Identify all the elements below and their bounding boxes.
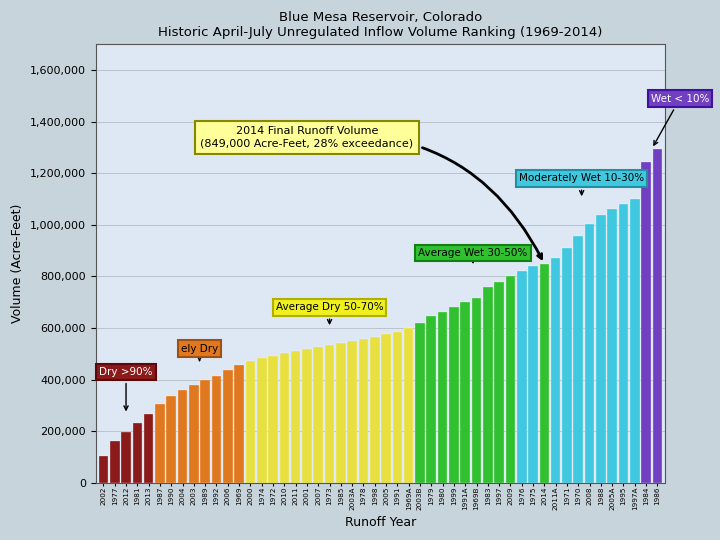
Bar bbox=[539, 264, 549, 483]
Text: Average Wet 30-50%: Average Wet 30-50% bbox=[418, 248, 528, 262]
Bar bbox=[121, 433, 131, 483]
Bar bbox=[313, 347, 323, 483]
Bar bbox=[189, 384, 199, 483]
Bar bbox=[483, 287, 492, 483]
Bar bbox=[449, 307, 459, 483]
Bar bbox=[178, 390, 187, 483]
Bar bbox=[234, 364, 244, 483]
Bar bbox=[302, 349, 312, 483]
Bar bbox=[257, 358, 266, 483]
Bar bbox=[359, 339, 368, 483]
Bar bbox=[370, 337, 379, 483]
Bar bbox=[630, 199, 639, 483]
Title: Blue Mesa Reservoir, Colorado
Historic April-July Unregulated Inflow Volume Rank: Blue Mesa Reservoir, Colorado Historic A… bbox=[158, 11, 603, 39]
Bar bbox=[460, 302, 470, 483]
Text: ely Dry: ely Dry bbox=[181, 343, 218, 361]
Bar bbox=[246, 361, 255, 483]
Bar bbox=[517, 271, 526, 483]
Bar bbox=[528, 266, 538, 483]
Bar bbox=[212, 376, 221, 483]
Bar bbox=[472, 298, 481, 483]
Bar bbox=[223, 370, 233, 483]
Bar bbox=[325, 345, 334, 483]
Bar bbox=[551, 259, 560, 483]
Bar bbox=[618, 204, 629, 483]
Bar bbox=[505, 276, 516, 483]
Bar bbox=[166, 396, 176, 483]
Bar bbox=[291, 351, 300, 483]
X-axis label: Runoff Year: Runoff Year bbox=[345, 516, 416, 529]
Bar bbox=[415, 323, 425, 483]
Bar bbox=[608, 210, 617, 483]
Bar bbox=[585, 224, 595, 483]
Bar bbox=[495, 282, 504, 483]
Bar bbox=[200, 380, 210, 483]
Bar bbox=[573, 237, 583, 483]
Text: Moderately Wet 10-30%: Moderately Wet 10-30% bbox=[519, 173, 644, 195]
Bar bbox=[99, 456, 108, 483]
Bar bbox=[562, 248, 572, 483]
Bar bbox=[652, 149, 662, 483]
Bar bbox=[426, 316, 436, 483]
Text: 2014 Final Runoff Volume
(849,000 Acre-Feet, 28% exceedance): 2014 Final Runoff Volume (849,000 Acre-F… bbox=[200, 126, 541, 259]
Bar bbox=[438, 312, 447, 483]
Bar bbox=[336, 343, 346, 483]
Y-axis label: Volume (Acre-Feet): Volume (Acre-Feet) bbox=[11, 204, 24, 323]
Bar bbox=[596, 214, 606, 483]
Bar bbox=[269, 356, 278, 483]
Bar bbox=[155, 404, 165, 483]
Text: Wet < 10%: Wet < 10% bbox=[651, 93, 709, 145]
Bar bbox=[404, 328, 413, 483]
Bar bbox=[642, 162, 651, 483]
Bar bbox=[144, 414, 153, 483]
Text: Average Dry 50-70%: Average Dry 50-70% bbox=[276, 302, 383, 323]
Bar bbox=[132, 423, 142, 483]
Bar bbox=[392, 332, 402, 483]
Bar bbox=[110, 441, 120, 483]
Bar bbox=[279, 353, 289, 483]
Bar bbox=[382, 334, 391, 483]
Text: Dry >90%: Dry >90% bbox=[99, 367, 153, 410]
Bar bbox=[347, 341, 357, 483]
